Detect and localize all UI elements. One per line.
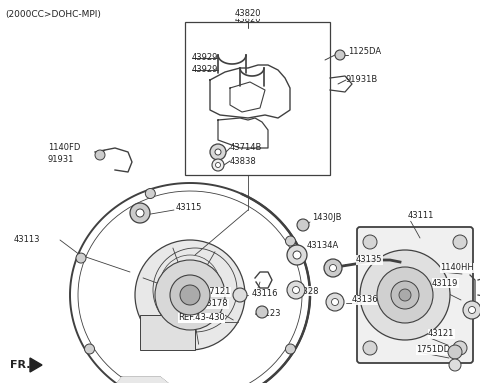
Circle shape: [326, 293, 344, 311]
Circle shape: [363, 341, 377, 355]
Circle shape: [135, 240, 245, 350]
Circle shape: [453, 341, 467, 355]
Text: (2000CC>DOHC-MPI): (2000CC>DOHC-MPI): [5, 10, 101, 19]
Text: 17121: 17121: [204, 288, 230, 296]
Text: 43119: 43119: [432, 278, 458, 288]
Text: 43178: 43178: [202, 300, 228, 308]
Circle shape: [76, 253, 86, 263]
Text: REF.43-430: REF.43-430: [178, 314, 225, 322]
Circle shape: [292, 286, 300, 293]
Circle shape: [256, 306, 268, 318]
Circle shape: [463, 301, 480, 319]
Text: 43136: 43136: [352, 296, 379, 304]
Circle shape: [468, 306, 476, 314]
Circle shape: [215, 149, 221, 155]
Text: 43121: 43121: [428, 329, 455, 339]
Text: 91931: 91931: [48, 155, 74, 165]
Circle shape: [360, 250, 450, 340]
Bar: [140, 315, 195, 350]
Circle shape: [453, 235, 467, 249]
Text: 43123: 43123: [255, 309, 281, 319]
Circle shape: [84, 344, 95, 354]
Circle shape: [286, 236, 296, 246]
Text: 1430JB: 1430JB: [312, 213, 341, 223]
Text: 45328: 45328: [293, 286, 320, 296]
Polygon shape: [116, 377, 170, 383]
Circle shape: [448, 345, 462, 359]
Circle shape: [145, 188, 156, 198]
Circle shape: [377, 267, 433, 323]
Text: 43113: 43113: [14, 236, 40, 244]
Text: 1140FD: 1140FD: [48, 144, 80, 152]
Circle shape: [180, 285, 200, 305]
Text: 43714B: 43714B: [230, 144, 263, 152]
Text: 43111: 43111: [408, 211, 434, 221]
Text: 43929: 43929: [192, 54, 218, 62]
Circle shape: [155, 260, 225, 330]
FancyBboxPatch shape: [357, 227, 473, 363]
Circle shape: [399, 289, 411, 301]
Circle shape: [324, 259, 342, 277]
Text: 43838: 43838: [230, 157, 257, 165]
Text: 1140HH: 1140HH: [440, 264, 474, 272]
Circle shape: [210, 144, 226, 160]
Text: REF.43-430: REF.43-430: [178, 314, 225, 322]
Circle shape: [293, 251, 301, 259]
Text: 43115: 43115: [176, 203, 203, 213]
Circle shape: [170, 275, 210, 315]
Circle shape: [332, 298, 338, 306]
Circle shape: [287, 245, 307, 265]
Text: 43134A: 43134A: [307, 242, 339, 250]
Circle shape: [286, 344, 296, 354]
Circle shape: [363, 235, 377, 249]
Bar: [185, 22, 330, 175]
Circle shape: [233, 288, 247, 302]
Text: 43820: 43820: [235, 15, 261, 24]
Text: FR.: FR.: [10, 360, 31, 370]
Text: 43135: 43135: [356, 255, 383, 265]
Text: 43929: 43929: [192, 65, 218, 75]
Circle shape: [335, 50, 345, 60]
Circle shape: [391, 281, 419, 309]
Text: 1125DA: 1125DA: [348, 47, 381, 57]
Text: 43116: 43116: [252, 288, 278, 298]
Circle shape: [297, 219, 309, 231]
Circle shape: [449, 359, 461, 371]
Text: 1751DD: 1751DD: [416, 345, 450, 355]
Circle shape: [212, 159, 224, 171]
Circle shape: [95, 150, 105, 160]
Polygon shape: [30, 358, 42, 372]
Circle shape: [216, 162, 220, 167]
Circle shape: [329, 265, 336, 272]
Circle shape: [287, 281, 305, 299]
Text: 43820: 43820: [235, 10, 261, 18]
Text: 91931B: 91931B: [346, 75, 378, 85]
Circle shape: [130, 203, 150, 223]
Circle shape: [136, 209, 144, 217]
